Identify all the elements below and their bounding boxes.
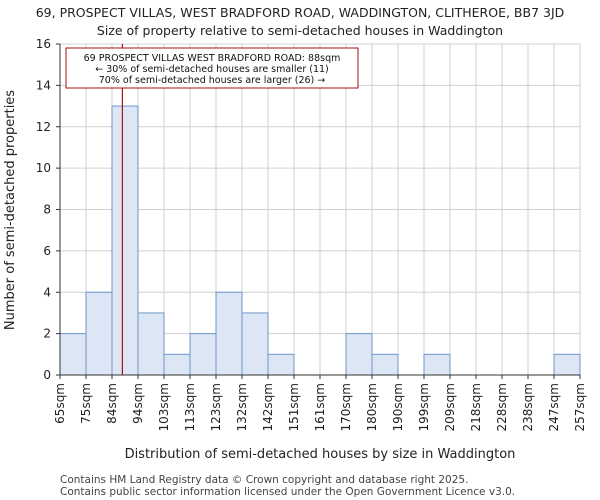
footer-line-1: Contains HM Land Registry data © Crown c… xyxy=(60,474,468,486)
x-tick-label: 199sqm xyxy=(417,383,431,431)
y-tick-label: 8 xyxy=(43,203,51,217)
y-tick-label: 10 xyxy=(36,161,51,175)
x-tick-label: 142sqm xyxy=(261,383,275,431)
histogram-bar xyxy=(215,291,243,376)
footer-line-2: Contains public sector information licen… xyxy=(60,486,515,498)
histogram-bar xyxy=(345,333,373,376)
histogram-bar xyxy=(267,353,295,376)
x-tick-label: 84sqm xyxy=(105,383,119,424)
x-tick-label: 170sqm xyxy=(339,383,353,431)
x-tick-label: 132sqm xyxy=(235,383,249,431)
annotation-frame xyxy=(65,47,359,89)
y-tick-label: 4 xyxy=(43,285,51,299)
histogram-bar xyxy=(137,312,165,376)
y-tick-label: 16 xyxy=(36,37,51,51)
x-tick-label: 113sqm xyxy=(183,383,197,431)
chart-title: 69, PROSPECT VILLAS, WEST BRADFORD ROAD,… xyxy=(36,5,565,20)
histogram-bar xyxy=(85,291,113,376)
histogram-bar xyxy=(241,312,269,376)
annotation-line-2: ← 30% of semi-detached houses are smalle… xyxy=(95,64,329,75)
x-tick-label: 151sqm xyxy=(287,383,301,431)
histogram-bar xyxy=(59,333,87,376)
x-tick-label: 247sqm xyxy=(547,383,561,431)
x-tick-label: 123sqm xyxy=(209,383,223,431)
histogram-bar xyxy=(189,333,217,376)
y-axis-label: Number of semi-detached properties xyxy=(3,90,18,330)
y-tick-label: 0 xyxy=(43,368,51,382)
x-tick-label: 228sqm xyxy=(495,383,509,431)
x-tick-label: 94sqm xyxy=(131,383,145,424)
histogram-bar xyxy=(111,105,139,376)
y-tick-label: 2 xyxy=(43,327,51,341)
y-tick-label: 12 xyxy=(36,120,51,134)
y-tick-label: 6 xyxy=(43,244,51,258)
x-tick-label: 180sqm xyxy=(365,383,379,431)
x-tick-label: 190sqm xyxy=(391,383,405,431)
annotation-line-3: 70% of semi-detached houses are larger (… xyxy=(99,75,326,86)
y-tick-label: 14 xyxy=(36,78,51,92)
x-tick-label: 218sqm xyxy=(469,383,483,431)
histogram-bar xyxy=(553,353,581,376)
histogram-bar xyxy=(423,353,451,376)
annotation-line-1: 69 PROSPECT VILLAS WEST BRADFORD ROAD: 8… xyxy=(84,53,341,64)
x-tick-label: 257sqm xyxy=(573,383,587,431)
chart-subtitle: Size of property relative to semi-detach… xyxy=(97,23,503,38)
x-tick-label: 161sqm xyxy=(313,383,327,431)
x-tick-label: 103sqm xyxy=(157,383,171,431)
x-tick-label: 65sqm xyxy=(53,383,67,424)
histogram-bar xyxy=(163,353,191,376)
annotation-box: 69 PROSPECT VILLAS WEST BRADFORD ROAD: 8… xyxy=(65,47,359,89)
x-tick-label: 209sqm xyxy=(443,383,457,431)
histogram-bar xyxy=(371,353,399,376)
x-tick-label: 238sqm xyxy=(521,383,535,431)
x-tick-label: 75sqm xyxy=(79,383,93,424)
x-axis-label: Distribution of semi-detached houses by … xyxy=(125,447,516,462)
